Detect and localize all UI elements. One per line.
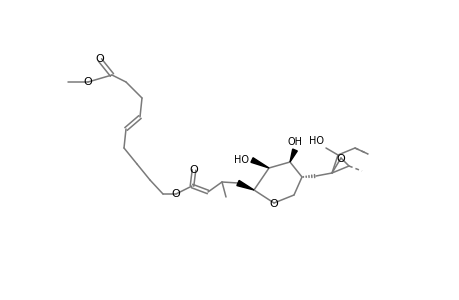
Text: HO: HO (308, 136, 323, 146)
Polygon shape (289, 149, 297, 162)
Text: O: O (189, 165, 198, 175)
Text: HO: HO (234, 155, 248, 165)
Polygon shape (251, 158, 269, 168)
Text: OH: OH (287, 137, 302, 147)
Text: O: O (95, 54, 104, 64)
Text: O: O (269, 199, 278, 209)
Polygon shape (236, 180, 253, 190)
Text: O: O (84, 77, 92, 87)
Text: O: O (171, 189, 180, 199)
Text: O: O (336, 154, 345, 164)
